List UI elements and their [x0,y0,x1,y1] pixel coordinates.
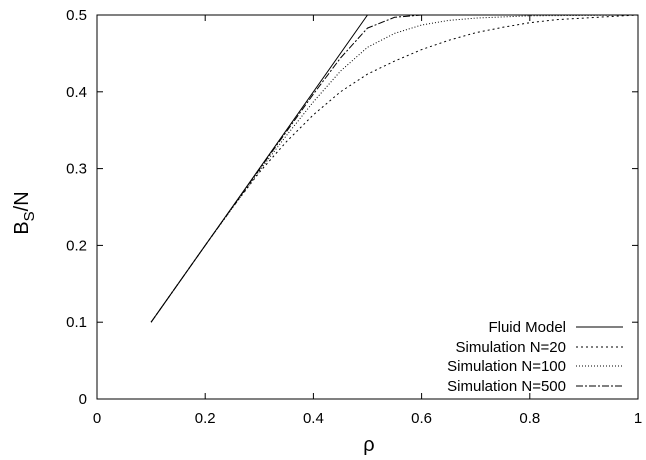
y-tick-label: 0.3 [66,161,87,178]
y-tick-label: 0.1 [66,314,87,331]
legend-label: Simulation N=20 [456,339,566,356]
x-tick-label: 0.6 [411,410,432,427]
y-axis-title-tail: /N [11,191,33,211]
y-tick-label: 0 [79,391,87,408]
x-tick-label: 0.2 [195,410,216,427]
y-axis-title-subscript: S [21,211,38,221]
x-tick-label: 1 [634,410,642,427]
y-axis-title: BS/N [11,191,38,234]
x-tick-label: 0 [93,410,101,427]
y-tick-label: 0.4 [66,84,87,101]
y-axis: 0 0.1 0.2 0.3 0.4 0.5 [66,7,638,408]
series-line-3 [150,14,639,323]
x-axis-title: ρ [363,434,374,456]
series-layer [150,14,639,323]
series-line-2 [150,14,639,323]
legend-label: Simulation N=100 [447,358,566,375]
x-axis: 0 0.2 0.4 0.6 0.8 1 [93,15,642,427]
x-tick-label: 0.4 [303,410,324,427]
y-tick-label: 0.2 [66,237,87,254]
y-tick-label: 0.5 [66,7,87,24]
x-tick-label: 0.8 [519,410,540,427]
y-axis-title-main: B [11,221,33,234]
legend-label: Simulation N=500 [447,378,566,395]
legend: Fluid Model Simulation N=20 Simulation N=1… [447,319,623,395]
legend-label: Fluid Model [488,319,566,336]
series-line-4 [150,14,638,323]
